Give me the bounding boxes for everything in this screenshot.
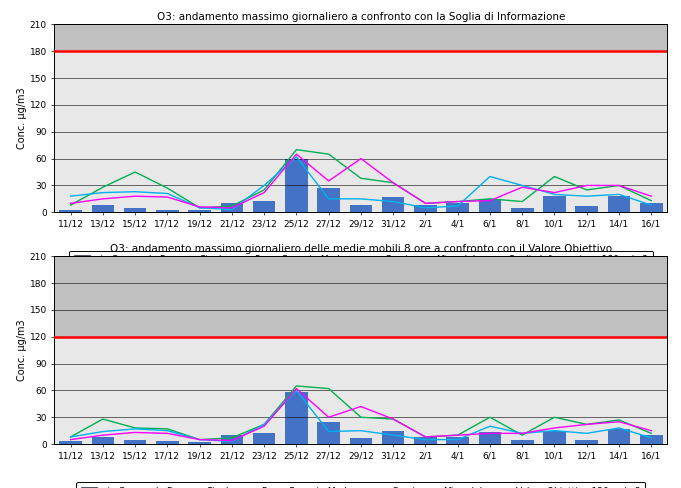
Bar xyxy=(285,159,308,212)
Bar xyxy=(91,437,114,444)
Y-axis label: Conc. μg/m3: Conc. μg/m3 xyxy=(17,319,27,381)
Bar xyxy=(447,203,469,212)
Bar xyxy=(124,208,146,212)
Bar xyxy=(221,203,243,212)
Bar xyxy=(382,197,405,212)
Bar xyxy=(349,205,373,212)
Bar xyxy=(511,440,533,444)
Bar xyxy=(221,435,243,444)
Bar xyxy=(285,392,308,444)
Bar xyxy=(640,203,663,212)
Bar xyxy=(91,205,114,212)
Bar xyxy=(511,208,533,212)
Bar xyxy=(253,201,275,212)
Bar xyxy=(382,430,405,444)
Bar xyxy=(575,206,598,212)
Bar xyxy=(447,437,469,444)
Bar xyxy=(54,256,667,337)
Bar xyxy=(189,442,211,444)
Bar xyxy=(543,196,566,212)
Legend: via Comunale Rovere - Finale, Parco Ferrari - Modena, Carpi, Mirandola, Soglia I: via Comunale Rovere - Finale, Parco Ferr… xyxy=(69,251,652,268)
Bar xyxy=(479,432,501,444)
Bar xyxy=(607,196,631,212)
Bar xyxy=(607,429,631,444)
Bar xyxy=(640,435,663,444)
Bar xyxy=(575,440,598,444)
Bar xyxy=(156,210,178,212)
Bar xyxy=(543,430,566,444)
Legend: via Comunale Rovere - Finale, Parco Ferrari - Modena, Carpi, Mirandola, Valore O: via Comunale Rovere - Finale, Parco Ferr… xyxy=(76,483,646,488)
Bar xyxy=(156,441,178,444)
Bar xyxy=(479,199,501,212)
Bar xyxy=(59,441,82,444)
Bar xyxy=(317,422,340,444)
Bar xyxy=(253,433,275,444)
Bar xyxy=(54,24,667,51)
Y-axis label: Conc. μg/m3: Conc. μg/m3 xyxy=(17,87,27,149)
Title: O3: andamento massimo giornaliero a confronto con la Soglia di Informazione: O3: andamento massimo giornaliero a conf… xyxy=(157,12,565,22)
Bar xyxy=(189,210,211,212)
Bar xyxy=(124,440,146,444)
Bar xyxy=(317,188,340,212)
Bar xyxy=(414,437,437,444)
Bar xyxy=(59,210,82,212)
Title: O3: andamento massimo giornaliero delle medie mobili 8 ore a confronto con il Va: O3: andamento massimo giornaliero delle … xyxy=(110,244,612,254)
Bar xyxy=(349,438,373,444)
Bar xyxy=(414,205,437,212)
